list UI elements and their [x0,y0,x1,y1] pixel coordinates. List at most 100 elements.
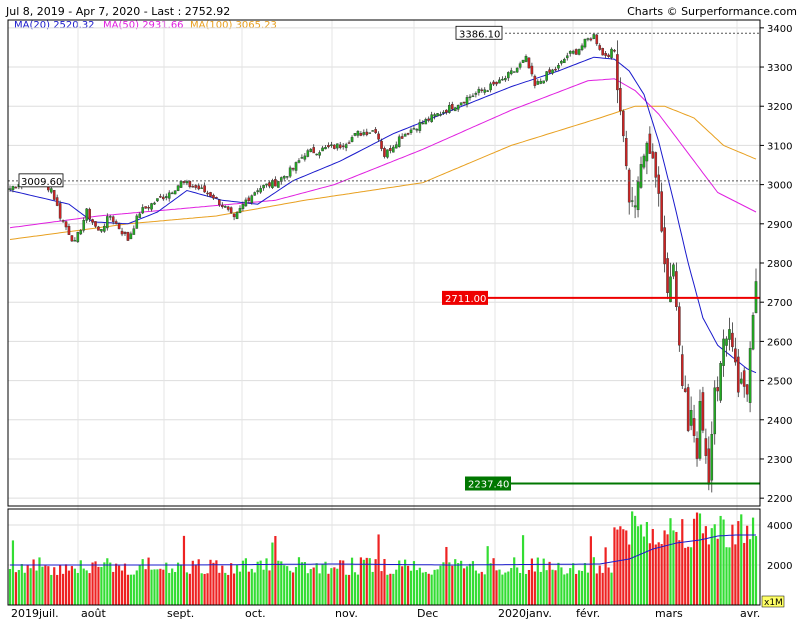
candle-body [439,114,442,116]
volume-bar [418,567,421,605]
volume-bar [26,565,29,605]
volume-bar [657,542,660,605]
candle-body [67,226,71,235]
volume-bar [38,557,41,605]
candle-body [188,181,192,188]
candle-body [480,89,484,91]
candle-body [577,49,581,55]
candle-body [450,104,454,110]
volume-bar [291,572,295,605]
volume-bar [144,569,147,605]
candle-body [507,72,510,79]
volume-bar [601,572,604,605]
candle-body [368,132,372,134]
volume-bar [465,566,469,605]
volume-bar [256,561,259,605]
volume-bar [672,530,675,605]
volume-bar [474,570,477,605]
volume-bar [306,573,309,605]
volume-bar [569,568,572,605]
candle-body [58,203,62,219]
x-axis-label: 2020janv. [498,607,552,620]
candle-body [477,88,481,93]
candle-body [595,34,599,45]
candle-body [250,195,254,203]
volume-bar [29,568,32,605]
price-tick-label: 3400 [767,24,792,35]
candle-body [563,58,566,64]
candle-body [734,348,737,363]
volume-bar [501,574,504,605]
candle-body [678,306,681,346]
candle-body [123,231,127,234]
volume-bar [150,569,153,605]
prior-level-label: 3009.60 [21,177,62,188]
volume-bar [457,563,460,605]
volume-bar [194,564,197,605]
candle-body [52,190,56,200]
volume-bar [224,572,227,605]
candle-body [568,51,572,54]
x-axis-label: oct. [245,607,266,620]
resistance-label: 2711.00 [445,294,486,305]
volume-bar [566,573,569,605]
volume-bar [749,539,752,605]
candle-body [226,206,230,210]
volume-bar [85,570,88,605]
volume-bar [462,568,466,605]
volume-bar [510,568,513,605]
volume-bar [415,570,419,605]
candle-body [725,338,728,346]
candle-body [492,81,495,85]
volume-bar [333,567,336,605]
volume-bar [681,519,684,605]
candle-body [642,155,646,168]
candle-body [722,338,725,366]
candle-body [527,57,531,69]
volume-bar [200,573,203,605]
candle-body [79,230,83,235]
volume-bar [100,567,103,605]
volume-bar [545,570,548,605]
volume-tick-label: 2000 [767,561,792,572]
candle-body [389,148,392,151]
candle-body [73,240,77,242]
candle-body [622,110,625,137]
volume-bar [362,559,365,605]
volume-bar [695,512,699,605]
volume-bar [401,566,404,605]
volume-bar [253,572,256,605]
ma50-line [9,78,757,229]
candle-body [144,206,147,209]
candle-body [377,133,380,140]
candle-body [235,212,239,219]
volume-bar [73,568,76,605]
candle-body [589,38,593,41]
volume-bar [289,570,292,605]
candle-body [551,69,554,74]
candle-body [215,197,218,199]
candle-body [176,185,180,191]
volume-bar [616,529,619,605]
volume-bar [176,562,180,605]
candle-body [574,49,578,55]
ma100-line [9,105,757,240]
volume-bar [215,560,218,605]
candle-body [406,133,410,135]
volume-bar [280,561,283,605]
candle-body [394,144,398,149]
candle-body [495,81,498,85]
volume-bar [392,573,395,605]
candle-body [604,53,607,56]
volume-bar [754,536,758,605]
price-tick-label: 2500 [767,377,792,388]
candle-body [386,149,389,158]
candle-body [515,67,519,73]
candle-body [353,133,357,136]
candle-body [294,162,298,171]
volume-bar [88,573,91,605]
candle-body [232,213,236,218]
volume-bar [586,572,590,605]
volume-bar [129,574,132,605]
volume-bar [286,566,289,605]
